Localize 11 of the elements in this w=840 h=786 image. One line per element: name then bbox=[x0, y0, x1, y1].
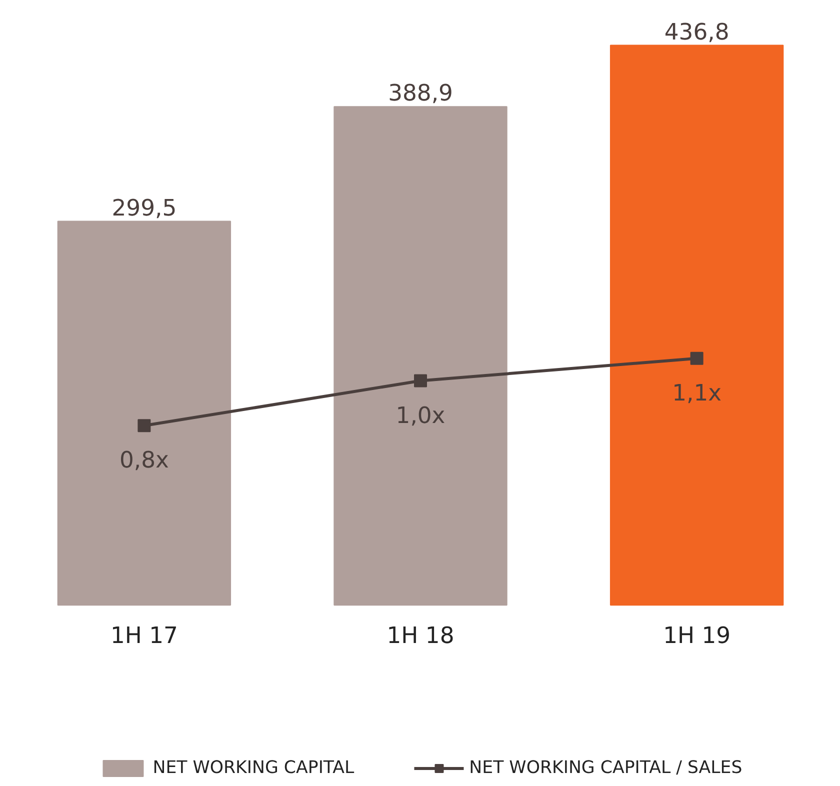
legend-label: NET WORKING CAPITAL / SALES bbox=[469, 758, 742, 778]
data-label: 388,9 bbox=[388, 80, 453, 107]
data-label: 436,8 bbox=[664, 19, 730, 46]
x-tick-label: 1H 18 bbox=[386, 623, 454, 650]
data-label: 299,5 bbox=[112, 195, 177, 222]
legend-label: NET WORKING CAPITAL bbox=[152, 758, 354, 778]
data-label: 0,8x bbox=[119, 448, 169, 474]
data-label: 1,1x bbox=[672, 380, 722, 406]
data-label: 1,0x bbox=[396, 402, 446, 429]
x-tick-label: 1H 17 bbox=[110, 623, 178, 650]
x-tick-label: 1H 19 bbox=[663, 623, 731, 650]
